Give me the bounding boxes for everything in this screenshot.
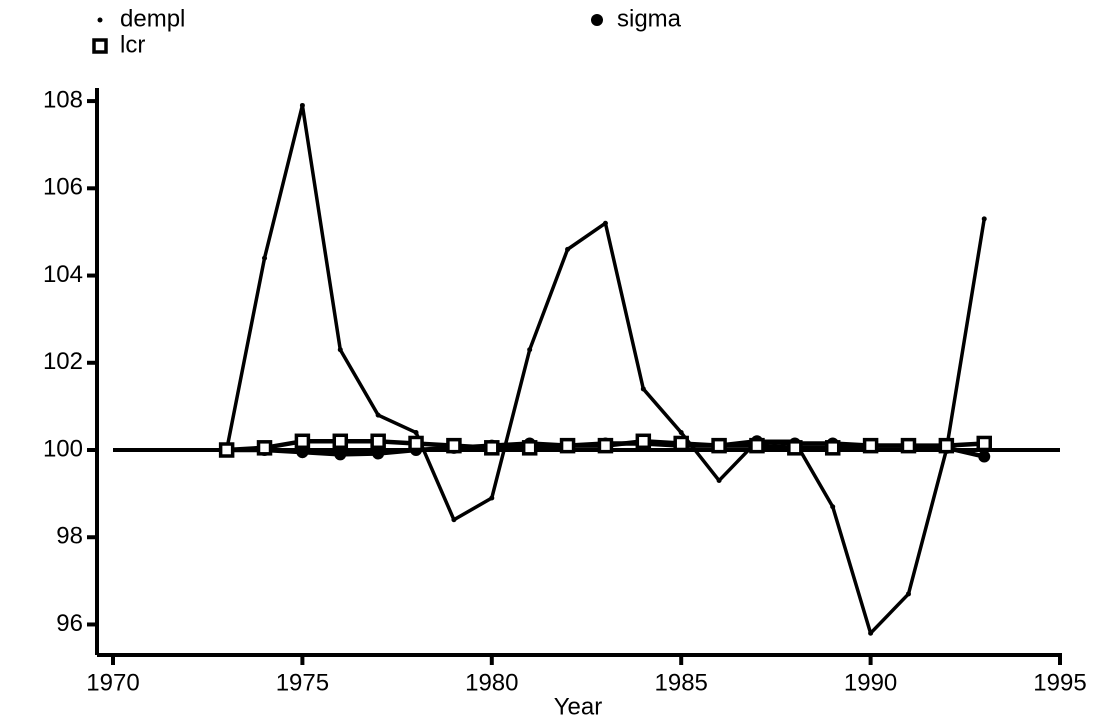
point [900, 437, 917, 454]
y-tick-label: 96 [56, 610, 83, 637]
legend-marker [591, 14, 603, 26]
y-tick-label: 108 [43, 86, 83, 113]
y-tick-label: 106 [43, 174, 83, 201]
x-axis-title: Year [554, 693, 603, 720]
x-tick-label: 1985 [655, 669, 708, 696]
point [484, 440, 500, 456]
point [905, 591, 911, 597]
point [446, 437, 462, 454]
point [787, 440, 803, 456]
point [976, 435, 992, 452]
legend-marker [92, 38, 108, 54]
point [711, 437, 727, 454]
point [597, 437, 614, 454]
point [673, 435, 689, 452]
y-tick-label: 98 [56, 523, 83, 550]
point [749, 437, 765, 454]
point [375, 412, 381, 418]
point [640, 386, 646, 392]
point [256, 440, 273, 456]
point [521, 440, 538, 456]
point [978, 450, 991, 463]
point [451, 517, 457, 523]
series-line [224, 103, 986, 635]
point [218, 442, 235, 458]
x-tick-label: 1975 [276, 669, 329, 696]
point [296, 446, 309, 459]
point [830, 504, 836, 510]
point [602, 220, 608, 226]
point [372, 447, 385, 460]
point [559, 437, 576, 454]
point [408, 435, 424, 452]
point [678, 430, 684, 436]
point [413, 430, 419, 436]
point [294, 433, 311, 450]
legend-label: sigma [617, 5, 682, 32]
x-tick-label: 1990 [844, 669, 897, 696]
y-tick-label: 102 [43, 348, 83, 375]
point [370, 433, 386, 450]
point [824, 440, 841, 456]
point [981, 216, 987, 222]
y-tick-label: 104 [43, 261, 83, 288]
point [716, 478, 722, 484]
point [938, 437, 955, 454]
point [299, 102, 305, 108]
x-tick-label: 1970 [86, 669, 139, 696]
point [565, 246, 571, 252]
point [337, 347, 343, 353]
point [262, 255, 268, 261]
x-tick-label: 1980 [465, 669, 518, 696]
y-tick-label: 100 [43, 435, 83, 462]
point [527, 347, 533, 353]
point [489, 495, 495, 501]
point [862, 437, 879, 454]
x-tick-label: 1995 [1033, 669, 1086, 696]
point [868, 630, 874, 636]
point [334, 448, 347, 461]
legend-marker [97, 17, 103, 23]
legend-label: dempl [120, 5, 185, 32]
point [332, 433, 349, 450]
legend-label: lcr [120, 31, 145, 58]
point [635, 433, 652, 450]
